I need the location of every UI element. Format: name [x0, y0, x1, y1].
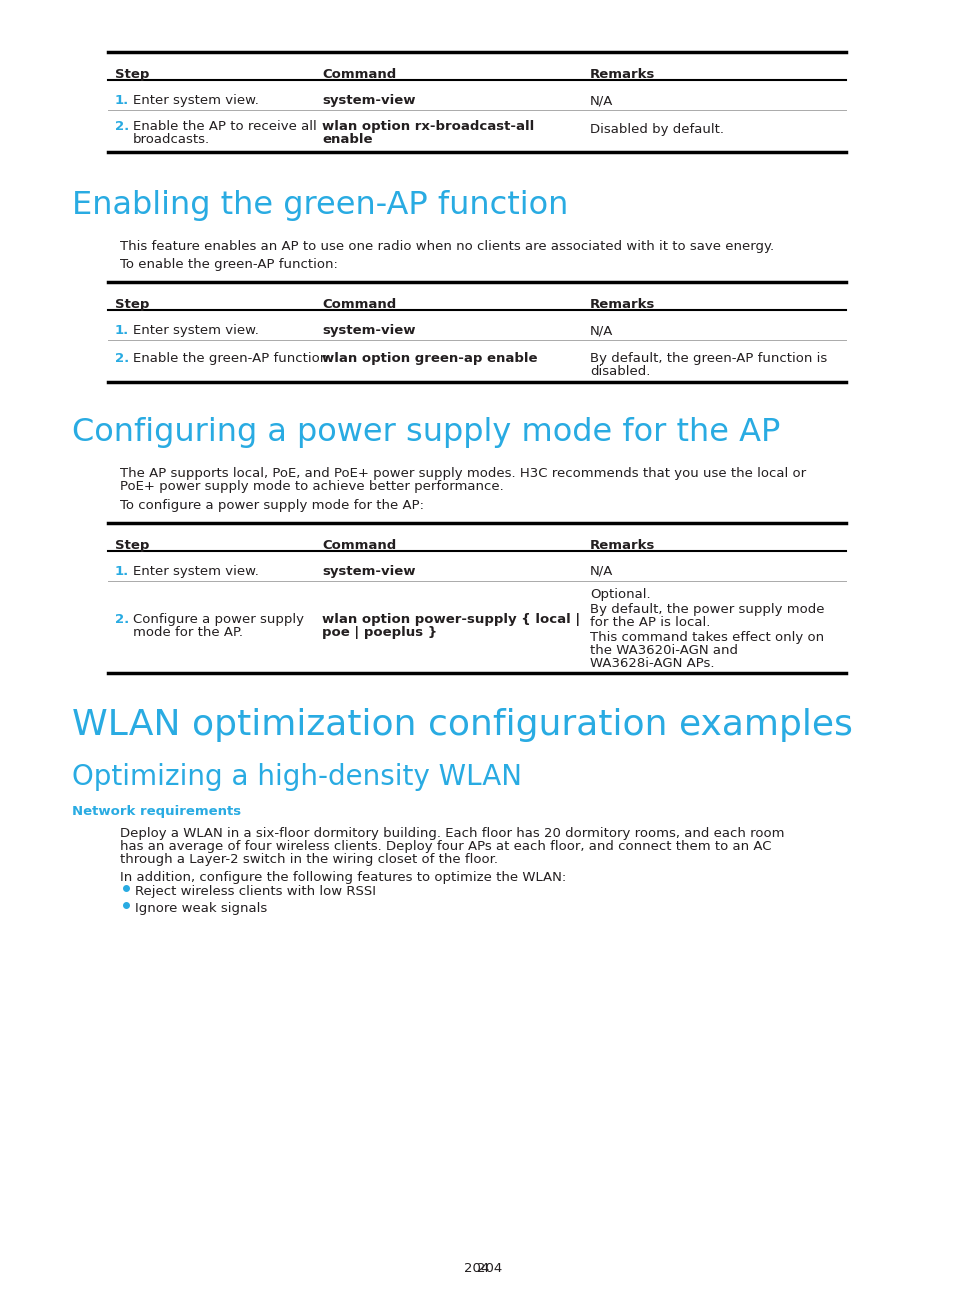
Text: 1.: 1.	[115, 324, 129, 337]
Text: WA3628i-AGN APs.: WA3628i-AGN APs.	[589, 657, 714, 670]
Text: wlan option green-ap enable: wlan option green-ap enable	[322, 353, 537, 365]
Text: Ignore weak signals: Ignore weak signals	[135, 902, 267, 915]
Text: the WA3620i-AGN and: the WA3620i-AGN and	[589, 644, 738, 657]
Text: Step: Step	[115, 67, 150, 80]
Text: This feature enables an AP to use one radio when no clients are associated with : This feature enables an AP to use one ra…	[120, 240, 773, 253]
Text: Optional.: Optional.	[589, 588, 650, 601]
Text: broadcasts.: broadcasts.	[132, 133, 210, 146]
Text: Configuring a power supply mode for the AP: Configuring a power supply mode for the …	[71, 417, 780, 448]
Text: wlan option power-supply { local |: wlan option power-supply { local |	[322, 613, 579, 626]
Text: Enabling the green-AP function: Enabling the green-AP function	[71, 191, 568, 222]
Text: Enter system view.: Enter system view.	[132, 324, 258, 337]
Text: N/A: N/A	[589, 324, 613, 337]
Text: Enter system view.: Enter system view.	[132, 95, 258, 108]
Text: To configure a power supply mode for the AP:: To configure a power supply mode for the…	[120, 499, 423, 512]
Text: 2.: 2.	[115, 353, 129, 365]
Text: PoE+ power supply mode to achieve better performance.: PoE+ power supply mode to achieve better…	[120, 480, 503, 492]
Text: N/A: N/A	[589, 95, 613, 108]
Text: To enable the green-AP function:: To enable the green-AP function:	[120, 258, 337, 271]
Text: for the AP is local.: for the AP is local.	[589, 616, 710, 629]
Text: N/A: N/A	[589, 565, 613, 578]
Text: By default, the power supply mode: By default, the power supply mode	[589, 603, 823, 616]
Text: mode for the AP.: mode for the AP.	[132, 626, 243, 639]
Text: WLAN optimization configuration examples: WLAN optimization configuration examples	[71, 708, 852, 743]
Text: In addition, configure the following features to optimize the WLAN:: In addition, configure the following fea…	[120, 871, 566, 884]
Text: through a Layer-2 switch in the wiring closet of the floor.: through a Layer-2 switch in the wiring c…	[120, 853, 497, 866]
Text: 1.: 1.	[115, 565, 129, 578]
Text: 1.: 1.	[115, 95, 129, 108]
Text: has an average of four wireless clients. Deploy four APs at each floor, and conn: has an average of four wireless clients.…	[120, 840, 771, 853]
Text: By default, the green-AP function is: By default, the green-AP function is	[589, 353, 826, 365]
Text: Enable the green-AP function.: Enable the green-AP function.	[132, 353, 332, 365]
Text: wlan option rx-broadcast-all: wlan option rx-broadcast-all	[322, 121, 534, 133]
Text: Enable the AP to receive all: Enable the AP to receive all	[132, 121, 316, 133]
Text: 2.: 2.	[115, 613, 129, 626]
Text: Remarks: Remarks	[589, 67, 655, 80]
Text: The AP supports local, PoE, and PoE+ power supply modes. H3C recommends that you: The AP supports local, PoE, and PoE+ pow…	[120, 467, 805, 480]
Text: Command: Command	[322, 67, 395, 80]
Text: Step: Step	[115, 298, 150, 311]
Text: Remarks: Remarks	[589, 539, 655, 552]
Text: Disabled by default.: Disabled by default.	[589, 123, 723, 136]
Text: poe | poeplus }: poe | poeplus }	[322, 626, 436, 639]
Text: Enter system view.: Enter system view.	[132, 565, 258, 578]
Text: Step: Step	[115, 539, 150, 552]
Text: Reject wireless clients with low RSSI: Reject wireless clients with low RSSI	[135, 885, 375, 898]
Text: 2.: 2.	[115, 121, 129, 133]
Text: system-view: system-view	[322, 324, 416, 337]
Text: 204: 204	[476, 1262, 501, 1275]
Text: Deploy a WLAN in a six-floor dormitory building. Each floor has 20 dormitory roo: Deploy a WLAN in a six-floor dormitory b…	[120, 827, 783, 840]
Text: system-view: system-view	[322, 95, 416, 108]
Text: Optimizing a high-density WLAN: Optimizing a high-density WLAN	[71, 763, 521, 791]
Text: enable: enable	[322, 133, 372, 146]
Text: 204: 204	[464, 1262, 489, 1275]
Text: This command takes effect only on: This command takes effect only on	[589, 631, 823, 644]
Text: Network requirements: Network requirements	[71, 805, 241, 818]
Text: Remarks: Remarks	[589, 298, 655, 311]
Text: disabled.: disabled.	[589, 365, 650, 378]
Text: Command: Command	[322, 298, 395, 311]
Text: Command: Command	[322, 539, 395, 552]
Text: system-view: system-view	[322, 565, 416, 578]
Text: Configure a power supply: Configure a power supply	[132, 613, 304, 626]
